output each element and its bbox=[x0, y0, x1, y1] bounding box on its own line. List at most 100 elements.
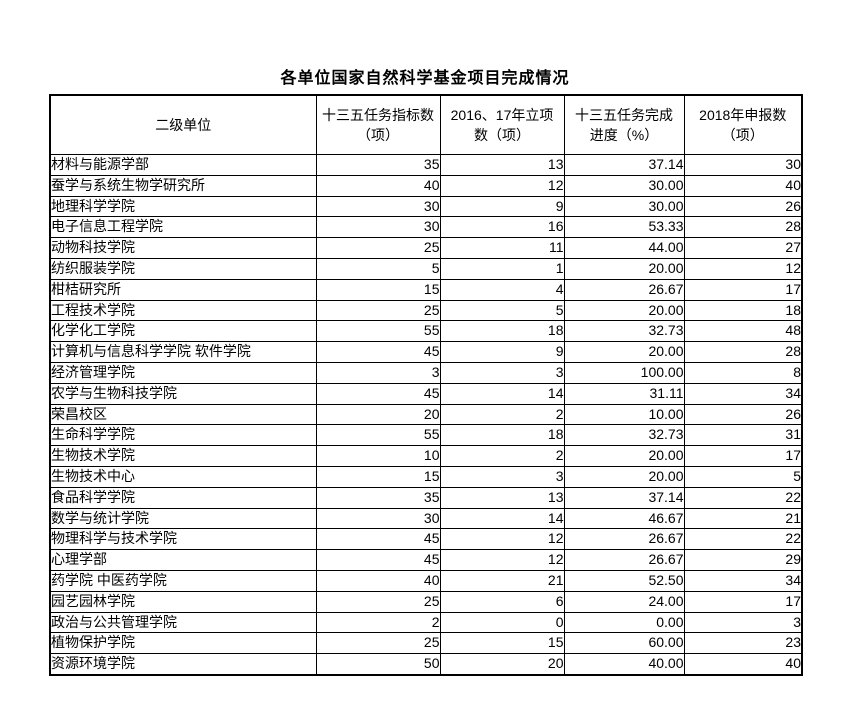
value-cell: 2 bbox=[315, 611, 441, 634]
unit-name-cell: 植物保护学院 bbox=[49, 632, 317, 655]
value-cell: 11 bbox=[439, 237, 565, 259]
value-cell: 40 bbox=[315, 174, 441, 197]
column-header-approved: 2016、17年立项数（项） bbox=[439, 94, 565, 155]
value-cell: 40 bbox=[683, 653, 803, 676]
value-cell: 28 bbox=[683, 341, 803, 363]
unit-name-cell: 荣昌校区 bbox=[49, 403, 317, 426]
value-cell: 25 bbox=[315, 299, 441, 322]
table-row: 食品科学学院 35 13 37.14 22 bbox=[49, 486, 803, 509]
table-row: 材料与能源学部 35 13 37.14 30 bbox=[49, 154, 803, 176]
unit-name-cell: 计算机与信息科学学院 软件学院 bbox=[49, 341, 317, 363]
value-cell: 45 bbox=[315, 528, 441, 551]
value-cell: 12 bbox=[439, 549, 565, 571]
table-row: 生物技术中心 15 3 20.00 5 bbox=[49, 465, 803, 488]
value-cell: 44.00 bbox=[563, 237, 685, 259]
value-cell: 34 bbox=[683, 382, 803, 405]
value-cell: 2 bbox=[439, 403, 565, 426]
value-cell: 30 bbox=[315, 507, 441, 530]
value-cell: 31 bbox=[683, 424, 803, 447]
value-cell: 35 bbox=[315, 154, 441, 176]
value-cell: 16 bbox=[439, 216, 565, 239]
value-cell: 18 bbox=[439, 320, 565, 343]
unit-name-cell: 生命科学学院 bbox=[49, 424, 317, 447]
value-cell: 8 bbox=[683, 361, 803, 384]
value-cell: 5 bbox=[683, 465, 803, 488]
value-cell: 12 bbox=[439, 528, 565, 551]
unit-name-cell: 柑桔研究所 bbox=[49, 278, 317, 301]
value-cell: 14 bbox=[439, 382, 565, 405]
value-cell: 10 bbox=[315, 445, 441, 467]
value-cell: 21 bbox=[439, 569, 565, 592]
unit-name-cell: 工程技术学院 bbox=[49, 299, 317, 322]
value-cell: 26 bbox=[683, 403, 803, 426]
value-cell: 52.50 bbox=[563, 569, 685, 592]
value-cell: 15 bbox=[315, 278, 441, 301]
value-cell: 40 bbox=[315, 569, 441, 592]
table-row: 园艺园林学院 25 6 24.00 17 bbox=[49, 590, 803, 613]
value-cell: 23 bbox=[683, 632, 803, 655]
value-cell: 48 bbox=[683, 320, 803, 343]
value-cell: 25 bbox=[315, 590, 441, 613]
value-cell: 5 bbox=[315, 257, 441, 280]
value-cell: 15 bbox=[439, 632, 565, 655]
value-cell: 10.00 bbox=[563, 403, 685, 426]
unit-name-cell: 资源环境学院 bbox=[49, 653, 317, 676]
unit-name-cell: 生物技术中心 bbox=[49, 465, 317, 488]
value-cell: 32.73 bbox=[563, 424, 685, 447]
value-cell: 37.14 bbox=[563, 154, 685, 176]
value-cell: 34 bbox=[683, 569, 803, 592]
value-cell: 5 bbox=[439, 299, 565, 322]
value-cell: 26 bbox=[683, 195, 803, 218]
table-row: 柑桔研究所 15 4 26.67 17 bbox=[49, 278, 803, 301]
value-cell: 30.00 bbox=[563, 195, 685, 218]
header-row: 二级单位 十三五任务指标数（项） 2016、17年立项数（项） 十三五任务完成进… bbox=[49, 94, 803, 155]
unit-name-cell: 化学化工学院 bbox=[49, 320, 317, 343]
value-cell: 30.00 bbox=[563, 174, 685, 197]
table-row: 动物科技学院 25 11 44.00 27 bbox=[49, 237, 803, 259]
value-cell: 21 bbox=[683, 507, 803, 530]
value-cell: 3 bbox=[439, 361, 565, 384]
table-row: 经济管理学院 3 3 100.00 8 bbox=[49, 361, 803, 384]
value-cell: 17 bbox=[683, 590, 803, 613]
value-cell: 45 bbox=[315, 549, 441, 571]
value-cell: 20.00 bbox=[563, 465, 685, 488]
table-row: 地理科学学院 30 9 30.00 26 bbox=[49, 195, 803, 218]
value-cell: 0 bbox=[439, 611, 565, 634]
table-row: 纺织服装学院 5 1 20.00 12 bbox=[49, 257, 803, 280]
value-cell: 20.00 bbox=[563, 257, 685, 280]
value-cell: 25 bbox=[315, 237, 441, 259]
value-cell: 3 bbox=[439, 465, 565, 488]
value-cell: 13 bbox=[439, 486, 565, 509]
table-row: 资源环境学院 50 20 40.00 40 bbox=[49, 653, 803, 676]
column-header-target: 十三五任务指标数（项） bbox=[315, 94, 441, 155]
value-cell: 40.00 bbox=[563, 653, 685, 676]
value-cell: 37.14 bbox=[563, 486, 685, 509]
unit-name-cell: 物理科学与技术学院 bbox=[49, 528, 317, 551]
value-cell: 18 bbox=[683, 299, 803, 322]
value-cell: 24.00 bbox=[563, 590, 685, 613]
value-cell: 12 bbox=[439, 174, 565, 197]
table-row: 荣昌校区 20 2 10.00 26 bbox=[49, 403, 803, 426]
value-cell: 0.00 bbox=[563, 611, 685, 634]
column-header-unit: 二级单位 bbox=[49, 94, 317, 155]
unit-name-cell: 蚕学与系统生物学研究所 bbox=[49, 174, 317, 197]
value-cell: 13 bbox=[439, 154, 565, 176]
value-cell: 100.00 bbox=[563, 361, 685, 384]
table-row: 农学与生物科技学院 45 14 31.11 34 bbox=[49, 382, 803, 405]
table-row: 物理科学与技术学院 45 12 26.67 22 bbox=[49, 528, 803, 551]
value-cell: 30 bbox=[315, 216, 441, 239]
value-cell: 29 bbox=[683, 549, 803, 571]
value-cell: 55 bbox=[315, 424, 441, 447]
value-cell: 20 bbox=[439, 653, 565, 676]
value-cell: 9 bbox=[439, 195, 565, 218]
value-cell: 3 bbox=[315, 361, 441, 384]
value-cell: 12 bbox=[683, 257, 803, 280]
value-cell: 20 bbox=[315, 403, 441, 426]
table-row: 蚕学与系统生物学研究所 40 12 30.00 40 bbox=[49, 174, 803, 197]
unit-name-cell: 政治与公共管理学院 bbox=[49, 611, 317, 634]
value-cell: 26.67 bbox=[563, 549, 685, 571]
value-cell: 20.00 bbox=[563, 341, 685, 363]
value-cell: 45 bbox=[315, 341, 441, 363]
column-header-progress: 十三五任务完成进度（%） bbox=[563, 94, 685, 155]
